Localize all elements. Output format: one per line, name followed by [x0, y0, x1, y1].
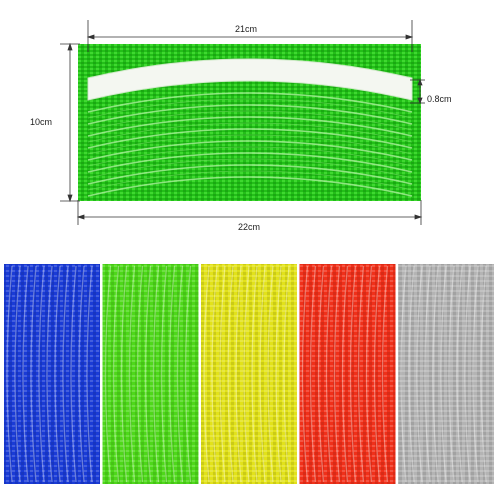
bottom-dimension-line: [76, 200, 423, 225]
swatch-green: [102, 264, 199, 484]
swatch-blue: [4, 264, 100, 484]
white-strip: [87, 58, 413, 101]
swatch-yellow: [201, 264, 297, 484]
dimension-drawing: [60, 20, 425, 225]
strip-dimension-line: [410, 78, 425, 105]
color-swatches: [4, 264, 494, 484]
bottom-width-label: 22cm: [238, 222, 261, 232]
top-dimension-line: [86, 20, 414, 52]
top-width-label: 21cm: [235, 24, 258, 34]
left-dimension-line: [60, 42, 80, 203]
strip-width-label: 0.8cm: [427, 94, 452, 104]
swatch-silver: [398, 264, 494, 484]
sheet-strips: [87, 58, 413, 197]
height-label: 10cm: [30, 117, 53, 127]
swatch-red: [299, 264, 396, 484]
